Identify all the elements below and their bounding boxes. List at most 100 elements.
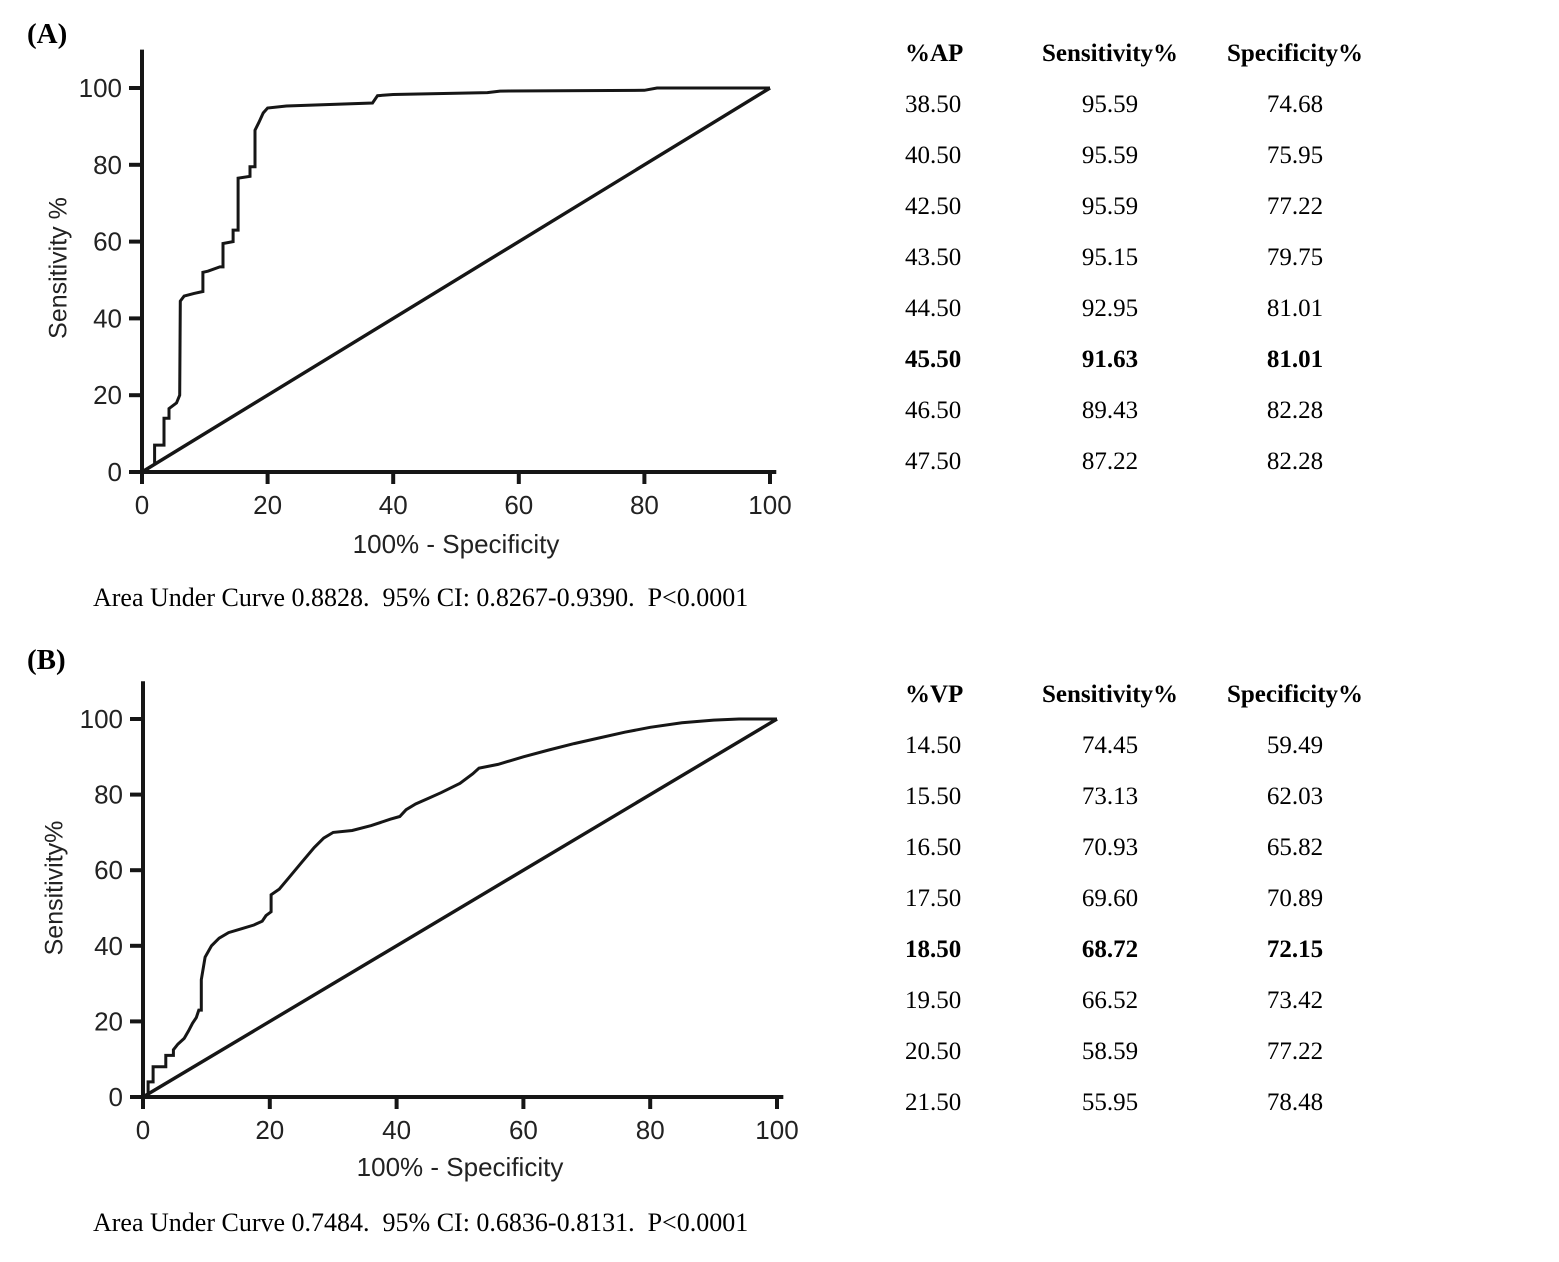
table-cell: 95.59 [1081,192,1139,220]
x-tick-label: 40 [382,1115,411,1145]
x-tick-label: 60 [509,1115,538,1145]
reference-diagonal [141,86,771,474]
table-cell: 16.50 [905,833,962,861]
table-b-body: 14.50 74.45 59.49 15.50 73.13 62.03 16.50 70.93… [905,720,1385,1128]
y-tick-label: 60 [94,855,123,885]
y-tick-label: 100 [79,73,122,103]
table-cell: 77.22 [1266,192,1324,220]
table-cell: 70.89 [1266,884,1324,912]
table-cell: 62.03 [1266,782,1324,810]
table-cell: 77.22 [1266,1037,1324,1065]
panel-b-caption: Area Under Curve 0.7484. 95% CI: 0.6836-… [93,1208,749,1237]
table-cell: 82.28 [1266,396,1324,424]
table-a-header-sensitivity: Sensitivity% [1041,39,1179,67]
table-cell: 15.50 [905,782,962,810]
table-cell: 65.82 [1266,833,1324,861]
x-tick-label: 60 [504,490,533,520]
table-b-header-row: %VP Sensitivity% Specificity% [905,669,1385,720]
table-cell: 14.50 [905,731,962,759]
panel-b-x-axis-label: 100% - Specificity [356,1152,564,1182]
table-a-header-row: %AP Sensitivity% Specificity% [905,28,1385,79]
table-cell: 73.13 [1081,782,1139,810]
y-tick-label: 0 [109,1082,123,1112]
table-row: 40.50 95.59 75.95 [905,130,1385,181]
table-cell: 73.42 [1266,986,1324,1014]
roc-chart-a: 0 20 40 60 80 100 0 20 40 60 80 100 [79,49,792,520]
panel-a-label: (A) [27,18,68,50]
table-row: 18.50 68.72 72.15 [905,924,1385,975]
table-b-header-threshold: %VP [905,680,964,708]
table-row: 45.50 91.63 81.01 [905,334,1385,385]
table-row: 38.50 95.59 74.68 [905,79,1385,130]
table-a-header-threshold: %AP [905,39,964,67]
table-cell: 18.50 [905,935,962,963]
table-row: 20.50 58.59 77.22 [905,1026,1385,1077]
panel-b-y-axis-label: Sensitivity% [40,820,69,956]
panel-b-label: (B) [27,644,66,676]
x-tick-label: 40 [379,490,408,520]
table-cell: 74.68 [1266,90,1324,118]
x-tick-label: 0 [135,490,149,520]
table-cell: 38.50 [905,90,962,118]
table-cell: 42.50 [905,192,962,220]
roc-curve [141,86,770,474]
panel-a-x-axis-label: 100% - Specificity [352,529,560,559]
table-cell: 69.60 [1081,884,1139,912]
table-cell: 95.59 [1081,141,1139,169]
y-tick-label: 60 [93,227,122,257]
panel-a-caption: Area Under Curve 0.8828. 95% CI: 0.8267-… [93,583,749,612]
table-b-header-specificity: Specificity% [1226,680,1364,708]
table-a-header-specificity: Specificity% [1226,39,1364,67]
x-tick-label: 80 [630,490,659,520]
table-cell: 95.59 [1081,90,1139,118]
table-cell: 20.50 [905,1037,962,1065]
table-cell: 47.50 [905,447,962,475]
table-row: 16.50 70.93 65.82 [905,822,1385,873]
table-cell: 43.50 [905,243,962,271]
y-tick-label: 20 [93,380,122,410]
table-cell: 59.49 [1266,731,1324,759]
table-b-header-sensitivity: Sensitivity% [1041,680,1179,708]
x-tick-label: 100 [755,1115,798,1145]
table-row: 14.50 74.45 59.49 [905,720,1385,771]
table-row: 21.50 55.95 78.48 [905,1077,1385,1128]
table-row: 15.50 73.13 62.03 [905,771,1385,822]
table-cell: 68.72 [1081,935,1139,963]
table-cell: 21.50 [905,1088,962,1116]
table-cell: 78.48 [1266,1088,1324,1116]
table-cell: 58.59 [1081,1037,1139,1065]
y-tick-label: 0 [108,457,122,487]
table-cell: 74.45 [1081,731,1139,759]
table-cell: 92.95 [1081,294,1139,322]
table-row: 42.50 95.59 77.22 [905,181,1385,232]
table-a-body: 38.50 95.59 74.68 40.50 95.59 75.95 42.50 95.59… [905,79,1385,487]
table-cell: 95.15 [1081,243,1139,271]
y-tick-label: 40 [93,303,122,333]
y-tick-label: 20 [94,1006,123,1036]
table-cell: 44.50 [905,294,962,322]
table-cell: 89.43 [1081,396,1139,424]
x-tick-label: 80 [636,1115,665,1145]
table-cell: 87.22 [1081,447,1139,475]
table-cell: 40.50 [905,141,962,169]
x-tick-label: 100 [748,490,791,520]
reference-diagonal [142,717,778,1099]
table-row: 19.50 66.52 73.42 [905,975,1385,1026]
table-row: 47.50 87.22 82.28 [905,436,1385,487]
table-cell: 79.75 [1266,243,1324,271]
table-row: 17.50 69.60 70.89 [905,873,1385,924]
roc-table-b: %VP Sensitivity% Specificity% 14.50 74.45… [905,669,1385,1128]
roc-curve [143,717,777,1099]
table-cell: 17.50 [905,884,962,912]
roc-table-a: %AP Sensitivity% Specificity% 38.50 95.59… [905,28,1385,487]
table-row: 44.50 92.95 81.01 [905,283,1385,334]
table-cell: 55.95 [1081,1088,1139,1116]
table-row: 46.50 89.43 82.28 [905,385,1385,436]
x-tick-label: 0 [136,1115,150,1145]
table-cell: 46.50 [905,396,962,424]
table-cell: 82.28 [1266,447,1324,475]
x-tick-label: 20 [255,1115,284,1145]
panel-a-y-axis-label: Sensitivity % [44,197,73,339]
table-cell: 66.52 [1081,986,1139,1014]
